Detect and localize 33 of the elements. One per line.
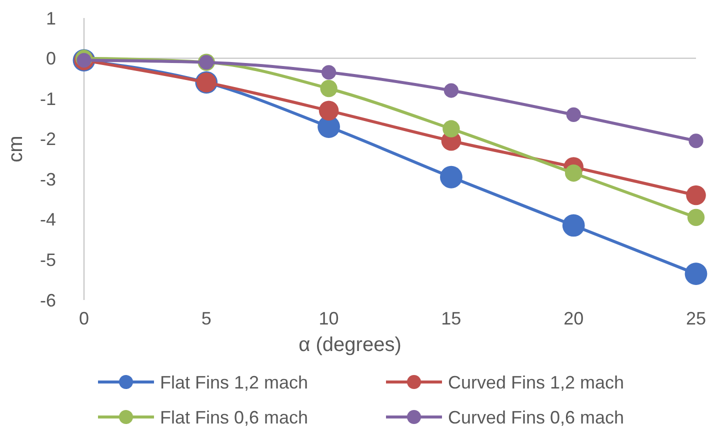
point [686, 185, 706, 206]
y-tick-label: 1 [46, 8, 56, 28]
point [566, 107, 581, 122]
legend-label: Curved Fins 0,6 mach [448, 407, 624, 428]
legend-label: Curved Fins 1,2 mach [448, 372, 624, 392]
y-tick-label: -1 [40, 88, 56, 109]
y-tick-label: -4 [40, 210, 56, 230]
legend-label: Flat Fins 1,2 mach [160, 372, 308, 392]
point [684, 262, 708, 286]
x-tick-label: 20 [564, 308, 584, 328]
x-axis-title: α (degrees) [298, 334, 402, 356]
point [688, 134, 704, 148]
point [440, 166, 462, 188]
x-tick-label: 5 [201, 308, 212, 328]
point [687, 208, 705, 226]
point [442, 120, 460, 138]
x-tick-label: 0 [78, 308, 90, 328]
point [565, 164, 582, 182]
x-tick-label: 25 [686, 308, 706, 328]
x-tick-label: 10 [318, 308, 339, 328]
y-tick-label: -6 [40, 290, 56, 310]
point [444, 83, 458, 98]
point [318, 100, 339, 121]
legend-label: Flat Fins 0,6 mach [160, 407, 308, 428]
y-tick-label: 0 [46, 48, 56, 69]
y-tick-label: -2 [40, 129, 56, 150]
y-axis-title: cm [5, 136, 27, 162]
point [320, 80, 338, 98]
x-tick-label: 15 [441, 308, 462, 328]
y-tick-label: -3 [40, 169, 56, 190]
point [322, 65, 336, 80]
point [562, 214, 585, 237]
y-tick-label: -5 [40, 250, 56, 270]
